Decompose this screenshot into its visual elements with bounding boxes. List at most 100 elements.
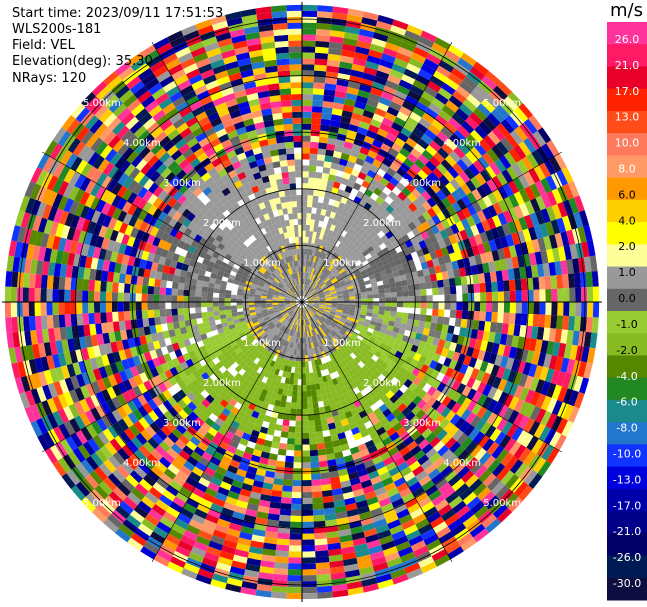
radar-gate	[227, 260, 236, 267]
radar-gate	[446, 388, 457, 400]
radar-gate	[348, 174, 358, 183]
radar-gate	[339, 251, 346, 258]
radar-gate	[163, 436, 175, 448]
radar-gate	[385, 513, 399, 524]
radar-gate	[191, 215, 201, 226]
radar-gate	[55, 340, 64, 354]
radar-gate	[444, 469, 458, 483]
radar-gate	[290, 302, 297, 304]
radar-gate	[323, 321, 329, 328]
radar-gate	[35, 169, 48, 186]
radar-gate	[348, 260, 355, 268]
radar-gate	[222, 369, 231, 378]
radar-gate	[96, 172, 108, 187]
radar-gate	[420, 334, 429, 343]
radar-gate	[231, 234, 239, 243]
radar-gate	[171, 295, 178, 302]
radar-gate	[319, 304, 326, 307]
radar-gate	[111, 396, 122, 409]
radar-gate	[14, 346, 23, 363]
radar-gate	[331, 231, 338, 239]
radar-gate	[116, 393, 127, 407]
radar-gate	[414, 491, 429, 503]
radar-gate	[302, 468, 312, 475]
radar-gate	[147, 309, 155, 319]
radar-gate	[482, 396, 493, 409]
radar-gate	[185, 524, 201, 536]
radar-gate	[278, 324, 284, 330]
radar-gate	[11, 225, 21, 242]
radar-gate	[187, 245, 197, 254]
radar-gate	[274, 381, 281, 389]
radar-gate	[395, 152, 407, 163]
radar-gate	[164, 369, 174, 380]
radar-gate	[326, 204, 334, 212]
radar-gate	[242, 378, 251, 387]
radar-gate	[483, 272, 492, 283]
radar-gate	[397, 461, 409, 472]
radar-gate	[312, 401, 319, 409]
radar-gate	[61, 339, 70, 353]
radar-gate	[163, 241, 172, 251]
radar-gate	[248, 497, 260, 506]
radar-gate	[472, 159, 485, 173]
radar-gate	[466, 191, 477, 204]
radar-gate	[378, 353, 387, 362]
radar-gate	[26, 344, 35, 361]
radar-gate	[289, 414, 297, 421]
radar-gate	[429, 273, 438, 282]
radar-gate	[371, 285, 379, 291]
radar-gate	[418, 320, 426, 328]
radar-gate	[302, 28, 317, 35]
radar-gate	[250, 540, 264, 549]
radar-gate	[257, 462, 268, 471]
radar-gate	[356, 554, 372, 564]
radar-gate	[133, 218, 144, 230]
radar-gate	[355, 95, 369, 105]
radar-gate	[336, 309, 343, 313]
radar-gate	[429, 360, 438, 370]
radar-gate	[155, 271, 163, 280]
radar-gate	[305, 292, 310, 298]
radar-gate	[461, 397, 472, 409]
radar-gate	[465, 412, 477, 425]
radar-gate	[360, 238, 369, 247]
radar-gate	[441, 197, 452, 209]
radar-gate	[147, 293, 154, 302]
radar-gate	[337, 164, 347, 172]
radar-gate	[288, 426, 296, 433]
radar-gate	[497, 212, 508, 226]
radar-gate	[272, 303, 279, 306]
radar-gate	[440, 465, 454, 478]
radar-gate	[566, 259, 574, 275]
radar-gate	[526, 153, 539, 169]
radar-gate	[80, 205, 91, 219]
radar-gate	[232, 253, 240, 260]
radar-gate	[310, 467, 321, 475]
radar-gate	[399, 210, 409, 220]
radar-gate	[396, 263, 404, 271]
radar-gate	[550, 369, 561, 385]
radar-gate	[341, 110, 353, 119]
radar-gate	[455, 505, 471, 519]
radar-gate	[474, 142, 487, 157]
radar-gate	[310, 289, 316, 295]
radar-gate	[162, 489, 176, 502]
radar-gate	[23, 272, 31, 288]
radar-gate	[571, 360, 582, 376]
radar-gate	[320, 418, 328, 426]
radar-gate	[182, 376, 192, 386]
radar-gate	[197, 228, 206, 238]
radar-gate	[205, 376, 214, 386]
radar-gate	[245, 471, 256, 480]
radar-gate	[177, 295, 184, 302]
radar-gate	[75, 348, 84, 362]
radar-gate	[407, 284, 415, 291]
radar-gate	[273, 309, 280, 313]
radar-gate	[202, 280, 209, 288]
radar-gate	[149, 531, 166, 544]
radar-gate	[274, 556, 289, 564]
radar-gate	[538, 276, 546, 290]
radar-gate	[284, 298, 291, 301]
radar-gate	[22, 287, 29, 302]
